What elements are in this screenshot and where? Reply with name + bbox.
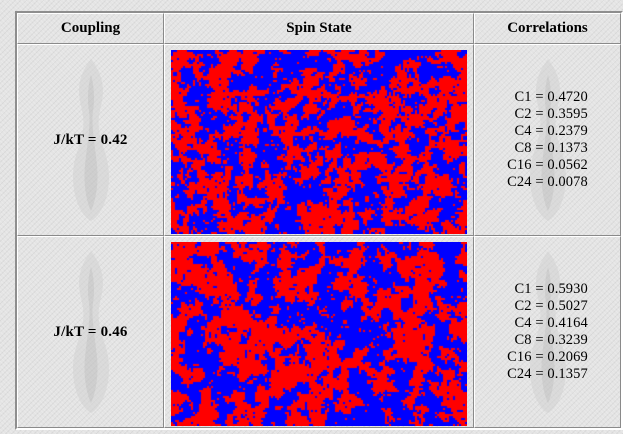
header-correlations: Correlations (474, 13, 621, 44)
correlation-c16: C16 = 0.0562 (507, 157, 588, 173)
spin-state-lattice (171, 49, 467, 234)
table-row: J/kT = 0.42 C1 = 0.4720 C2 = 0.3595 C4 =… (17, 44, 621, 236)
table-row: J/kT = 0.46 C1 = 0.5930 C2 = 0.5027 C4 =… (17, 236, 621, 428)
correlation-c4: C4 = 0.4164 (514, 315, 588, 331)
coupling-cell: J/kT = 0.46 (17, 236, 164, 428)
coupling-cell: J/kT = 0.42 (17, 44, 164, 236)
correlation-c4: C4 = 0.2379 (514, 123, 588, 139)
coupling-value: J/kT = 0.46 (53, 324, 128, 340)
correlations-cell: C1 = 0.5930 C2 = 0.5027 C4 = 0.4164 C8 =… (474, 236, 621, 428)
spin-state-cell (164, 44, 474, 236)
correlation-list: C1 = 0.5930 C2 = 0.5027 C4 = 0.4164 C8 =… (507, 281, 588, 383)
table-header-row: Coupling Spin State Correlations (17, 13, 621, 44)
header-spin-state: Spin State (164, 13, 474, 44)
coupling-value: J/kT = 0.42 (53, 132, 128, 148)
spin-state-table: Coupling Spin State Correlations J/kT = … (15, 11, 623, 430)
correlation-c8: C8 = 0.3239 (514, 332, 588, 348)
correlation-c8: C8 = 0.1373 (514, 140, 588, 156)
correlations-cell: C1 = 0.4720 C2 = 0.3595 C4 = 0.2379 C8 =… (474, 44, 621, 236)
correlation-c1: C1 = 0.5930 (514, 281, 588, 297)
correlation-c2: C2 = 0.3595 (514, 106, 588, 122)
correlation-c24: C24 = 0.0078 (507, 174, 588, 190)
correlation-c1: C1 = 0.4720 (514, 89, 588, 105)
correlation-c16: C16 = 0.2069 (507, 349, 588, 365)
correlation-list: C1 = 0.4720 C2 = 0.3595 C4 = 0.2379 C8 =… (507, 89, 588, 191)
correlation-c2: C2 = 0.5027 (514, 298, 588, 314)
spin-state-cell (164, 236, 474, 428)
header-coupling: Coupling (17, 13, 164, 44)
spin-state-lattice (171, 241, 467, 426)
page-frame: Coupling Spin State Correlations J/kT = … (15, 0, 623, 434)
correlation-c24: C24 = 0.1357 (507, 366, 588, 382)
